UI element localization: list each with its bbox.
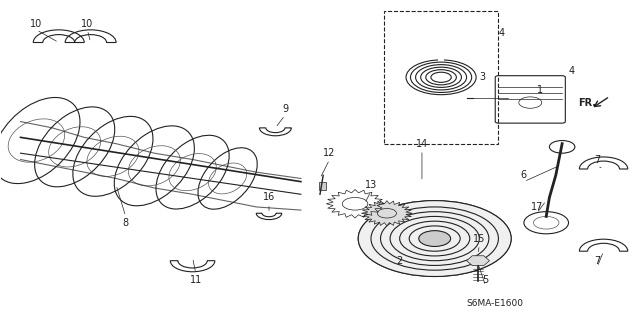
Text: 15: 15 <box>473 234 486 243</box>
Text: 3: 3 <box>479 72 486 82</box>
Text: 4: 4 <box>569 66 575 76</box>
Text: 10: 10 <box>81 19 93 28</box>
Text: S6MA-E1600: S6MA-E1600 <box>467 299 524 308</box>
Text: 11: 11 <box>189 275 202 285</box>
Text: 4: 4 <box>499 28 505 38</box>
Text: 8: 8 <box>123 218 129 228</box>
Text: 7: 7 <box>594 256 600 266</box>
Text: 17: 17 <box>531 202 543 212</box>
Text: 10: 10 <box>30 19 43 28</box>
Text: 5: 5 <box>483 275 489 285</box>
Circle shape <box>358 201 511 277</box>
Text: 2: 2 <box>397 256 403 266</box>
FancyBboxPatch shape <box>319 182 326 189</box>
Text: 13: 13 <box>365 180 377 190</box>
Circle shape <box>419 231 451 247</box>
Polygon shape <box>362 201 412 226</box>
Text: FR.: FR. <box>578 98 596 108</box>
Polygon shape <box>467 256 490 266</box>
Text: 7: 7 <box>594 154 600 165</box>
Text: 12: 12 <box>323 148 336 158</box>
Text: 16: 16 <box>263 192 275 203</box>
Text: 6: 6 <box>521 170 527 180</box>
Text: 14: 14 <box>416 139 428 149</box>
Text: 1: 1 <box>537 85 543 95</box>
Text: 9: 9 <box>282 104 288 114</box>
